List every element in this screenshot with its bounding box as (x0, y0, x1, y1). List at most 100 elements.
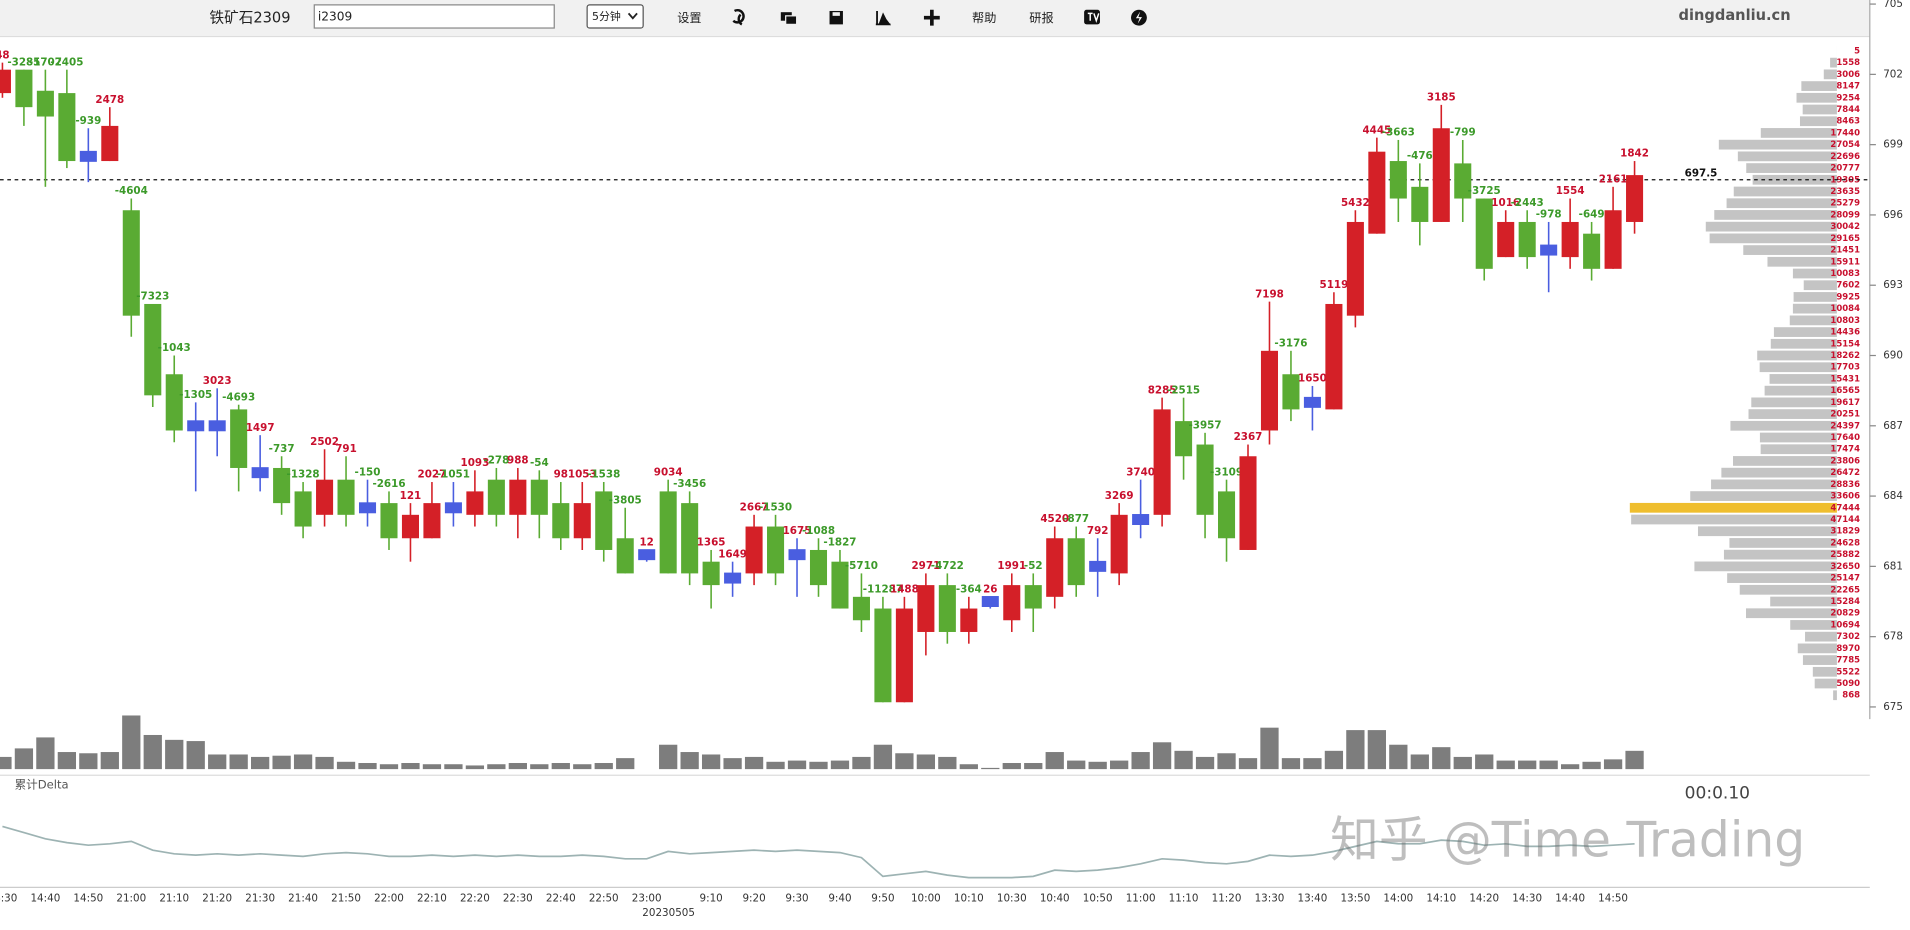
profile-bar (1727, 573, 1837, 583)
profile-label: 22696 (1830, 152, 1860, 162)
candle-body (466, 491, 484, 515)
x-tick-label: 14:40 (1555, 892, 1585, 904)
y-tick-label: 696 (1883, 209, 1903, 221)
candle-body (960, 608, 978, 632)
volume-bar (981, 767, 1000, 770)
add-icon[interactable] (923, 9, 940, 26)
profile-bar (1718, 139, 1837, 150)
volume-bar (1260, 727, 1279, 770)
tv-icon[interactable] (1084, 9, 1100, 25)
profile-label: 7844 (1836, 105, 1860, 115)
volume-bar (79, 753, 98, 770)
profile-label: 24628 (1830, 538, 1860, 548)
profile-label: 47144 (1830, 515, 1860, 525)
candle-body (1475, 198, 1493, 269)
volume-bar (1324, 750, 1344, 770)
timer: 00:0.10 (1685, 783, 1750, 803)
volume-bar (401, 763, 420, 770)
x-tick-label: 14:50 (73, 892, 103, 904)
delta-label: -649 (1579, 209, 1605, 221)
delta-label: -1088 (802, 525, 835, 537)
profile-label: 25882 (1830, 550, 1860, 560)
window-icon[interactable] (780, 12, 798, 25)
candle-body (1218, 491, 1236, 539)
y-tick-label: 684 (1883, 490, 1903, 502)
code-input[interactable] (313, 4, 555, 29)
candle-body (1003, 585, 1021, 621)
delta-label: -799 (1450, 127, 1476, 139)
period-select[interactable] (586, 4, 644, 29)
y-tick-label: 690 (1883, 350, 1903, 362)
y-tick-label: 678 (1883, 631, 1903, 643)
volume-bar (766, 761, 785, 770)
candle-body (809, 549, 828, 586)
settings-button[interactable]: 设置 (677, 11, 701, 25)
candle-body (144, 303, 162, 396)
delta-label: 3023 (203, 375, 232, 387)
candle-body (681, 503, 699, 574)
profile-bar (1773, 327, 1837, 337)
candle-body (358, 502, 377, 514)
candle-body (251, 467, 269, 479)
refresh-icon[interactable] (732, 9, 745, 26)
chart-icon[interactable] (875, 10, 892, 26)
delta-label: -278 (483, 455, 509, 467)
profile-bar (1793, 292, 1837, 302)
volume-bar (852, 756, 871, 770)
volume-bar (122, 715, 141, 770)
profile-label: 20251 (1830, 410, 1860, 420)
help-button[interactable]: 帮助 (972, 11, 996, 25)
volume-bar (1539, 760, 1558, 770)
volume-bar (1067, 760, 1086, 770)
profile-bar (1746, 608, 1837, 619)
y-tick-label: 702 (1883, 68, 1903, 80)
volume-bar (744, 756, 764, 770)
volume-bar (143, 734, 162, 770)
volume-bar (251, 756, 270, 770)
profile-label: 15154 (1830, 339, 1860, 349)
profile-bar (1729, 538, 1837, 548)
candle-body (208, 420, 226, 432)
volume-bar (465, 765, 485, 770)
profile-label: 8463 (1836, 117, 1860, 127)
candle-body (1325, 303, 1343, 410)
profile-label: 23635 (1830, 187, 1860, 197)
candle-body (1346, 221, 1364, 316)
volume-bar (1024, 763, 1043, 770)
delta-label: 7198 (1255, 288, 1284, 300)
volume-bar (573, 764, 592, 770)
profile-label: 7785 (1836, 656, 1860, 666)
volume-bar (530, 764, 549, 770)
volume-bar (680, 752, 699, 770)
delta-label: -1043 (158, 342, 191, 354)
profile-label: 5522 (1836, 667, 1860, 677)
profile-label: 19617 (1830, 398, 1860, 408)
profile-label: 20777 (1830, 164, 1860, 174)
save-icon[interactable] (829, 10, 843, 25)
profile-bar (1770, 338, 1837, 349)
volume-bar (1346, 730, 1365, 770)
volume-bar (0, 756, 12, 770)
y-tick-label: 705 (1883, 0, 1903, 10)
delta-label: -2616 (372, 478, 405, 490)
profile-bar (1629, 502, 1837, 513)
profile-label: 7302 (1836, 632, 1860, 642)
candle-body (831, 561, 849, 609)
candle-body (1153, 409, 1171, 515)
candle-body (659, 491, 677, 574)
candle-body (316, 479, 334, 515)
profile-bar (1730, 420, 1837, 431)
report-button[interactable]: 研报 (1029, 10, 1053, 25)
volume-bar (1217, 753, 1236, 770)
delta-label: 2027 (418, 469, 447, 481)
profile-bar (1764, 385, 1837, 396)
profile-label: 30042 (1830, 222, 1860, 232)
candle-body (1196, 444, 1214, 515)
candle-body (1239, 456, 1257, 550)
delta-label: 988 (507, 455, 529, 467)
volume-bar (293, 754, 313, 770)
flash-icon[interactable] (1131, 9, 1147, 26)
volume-bar (1367, 730, 1386, 770)
delta-label: -1530 (759, 502, 792, 514)
candle-body (1432, 128, 1450, 222)
